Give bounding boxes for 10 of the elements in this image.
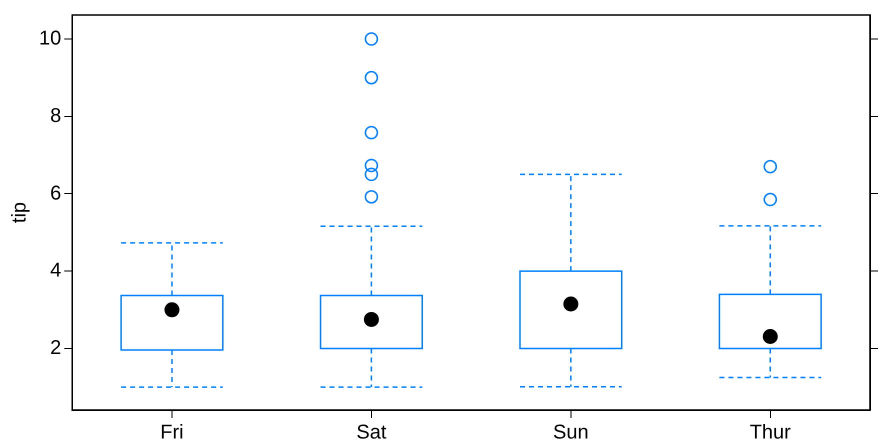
x-tick-label: Sat [356,422,387,444]
x-tick-label: Sun [553,422,589,444]
y-tick-label: 4 [50,260,62,282]
y-tick-label: 8 [50,104,62,127]
y-axis-title: tip [8,202,31,224]
x-tick-label: Thur [750,422,792,444]
y-tick-label: 2 [50,337,62,359]
y-tick-label: 10 [38,28,62,50]
x-tick-label: Fri [160,422,184,444]
y-tick-label: 6 [50,182,62,204]
